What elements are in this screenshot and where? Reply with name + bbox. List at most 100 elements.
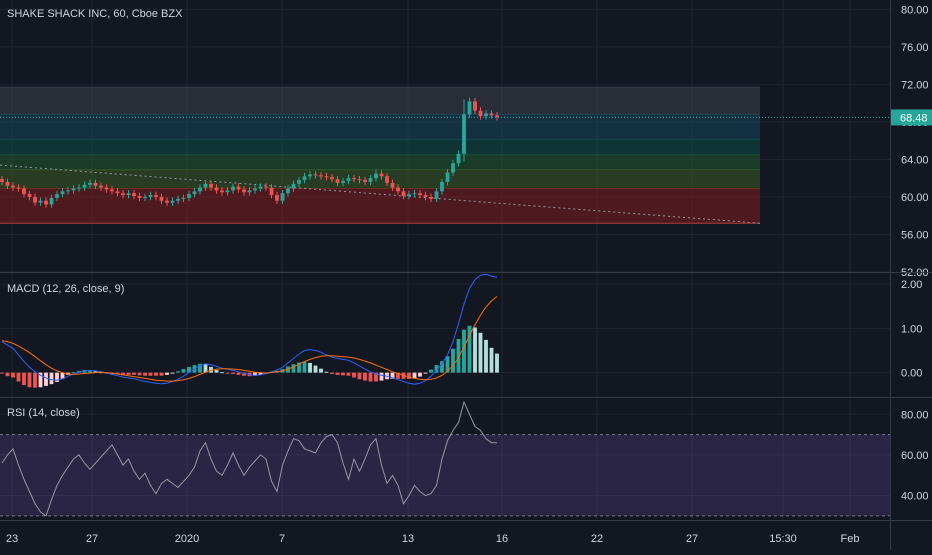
candle-body — [302, 176, 307, 181]
macd-histogram-bar — [346, 372, 351, 376]
macd-histogram-bar — [236, 372, 241, 375]
candle-body — [198, 187, 202, 192]
candle-body — [132, 193, 136, 197]
candle-body — [357, 179, 362, 181]
macd-histogram-bar — [60, 372, 65, 379]
candle-body — [165, 200, 169, 203]
candle-body — [456, 153, 461, 164]
fib-zone — [0, 154, 760, 170]
candle-body — [297, 180, 301, 184]
candle-body — [313, 174, 318, 176]
macd-pane — [0, 273, 499, 388]
candle-body — [110, 189, 114, 192]
macd-histogram-bar — [407, 372, 411, 379]
candle-body — [247, 190, 252, 193]
fib-zone — [0, 114, 760, 140]
macd-histogram-bar — [440, 361, 444, 373]
macd-histogram-bar — [390, 372, 395, 379]
candle-body — [269, 187, 274, 196]
candle-body — [368, 178, 373, 182]
macd-histogram-bar — [308, 362, 312, 373]
macd-histogram-bar — [231, 372, 235, 374]
price-tick-label: 60.00 — [901, 192, 929, 204]
fib-zone — [0, 169, 760, 189]
candle-body — [385, 176, 389, 183]
candle-body — [335, 179, 340, 183]
macd-histogram-bar — [489, 347, 494, 373]
last-price-label: 68.48 — [900, 112, 928, 124]
macd-histogram-bar — [132, 372, 136, 375]
trend-line — [0, 164, 761, 224]
candle-body — [22, 188, 26, 195]
candle-body — [38, 200, 43, 203]
candle-body — [440, 181, 444, 192]
price-tick-label: 64.00 — [901, 154, 929, 166]
macd-histogram-bar — [258, 372, 263, 375]
macd-histogram-bar — [484, 339, 488, 373]
candle-body — [93, 182, 98, 186]
candle-body — [484, 113, 488, 117]
candle-body — [401, 191, 406, 197]
candle-body — [330, 177, 334, 180]
macd-histogram-bar — [467, 325, 472, 373]
macd-histogram-bar — [176, 371, 180, 373]
candle-body — [60, 191, 65, 195]
candle-body — [264, 186, 268, 188]
candle-body — [33, 196, 37, 203]
candle-body — [346, 178, 351, 182]
macd-histogram-bar — [324, 371, 329, 373]
candle-body — [412, 193, 417, 195]
macd-histogram-bar — [170, 372, 175, 374]
macd-histogram-bar — [181, 369, 186, 373]
macd-histogram-bar — [297, 362, 301, 373]
price-tick-label: 56.00 — [901, 229, 929, 241]
candle-body — [418, 193, 422, 196]
candle-body — [187, 194, 191, 198]
macd-histogram-bar — [451, 348, 455, 373]
macd-histogram-bar — [253, 372, 257, 376]
macd-histogram-bar — [478, 332, 483, 373]
candle-body — [148, 195, 153, 197]
candle-body — [170, 200, 175, 203]
fib-zone — [0, 87, 760, 115]
x-tick-label: 22 — [591, 533, 603, 545]
price-tick-label: 76.00 — [901, 42, 929, 54]
price-pane — [0, 86, 890, 224]
macd-histogram-bar — [203, 364, 208, 373]
macd-histogram-bar — [368, 372, 373, 382]
candle-body — [214, 187, 219, 191]
candle-body — [154, 195, 158, 197]
macd-histogram-bar — [418, 372, 422, 377]
macd-histogram-bar — [16, 372, 21, 382]
candle-body — [423, 195, 428, 197]
candle-body — [71, 188, 76, 191]
macd-histogram-bar — [126, 372, 131, 375]
candle-body — [225, 190, 230, 193]
rsi-tick-label: 60.00 — [901, 450, 929, 462]
candle-body — [275, 195, 279, 201]
macd-histogram-bar — [313, 365, 318, 373]
price-tick-label: 80.00 — [901, 4, 929, 16]
candle-body — [209, 183, 213, 188]
candle-body — [379, 173, 384, 177]
macd-histogram-bar — [159, 372, 164, 376]
macd-histogram-bar — [5, 372, 10, 377]
macd-histogram-bar — [363, 372, 367, 381]
candle-body — [280, 193, 285, 201]
macd-histogram-bar — [148, 372, 153, 376]
macd-histogram-bar — [88, 369, 92, 373]
macd-histogram-bar — [456, 338, 461, 373]
macd-histogram-bar — [137, 372, 142, 376]
macd-histogram-bar — [335, 372, 340, 375]
x-tick-label: 23 — [6, 533, 18, 545]
price-tick-label: 72.00 — [901, 79, 929, 91]
candle-body — [451, 163, 455, 173]
candle-body — [363, 180, 367, 182]
macd-histogram-bar — [412, 372, 417, 379]
candle-body — [181, 197, 186, 199]
candle-body — [203, 183, 208, 188]
macd-histogram-bar — [93, 370, 98, 373]
